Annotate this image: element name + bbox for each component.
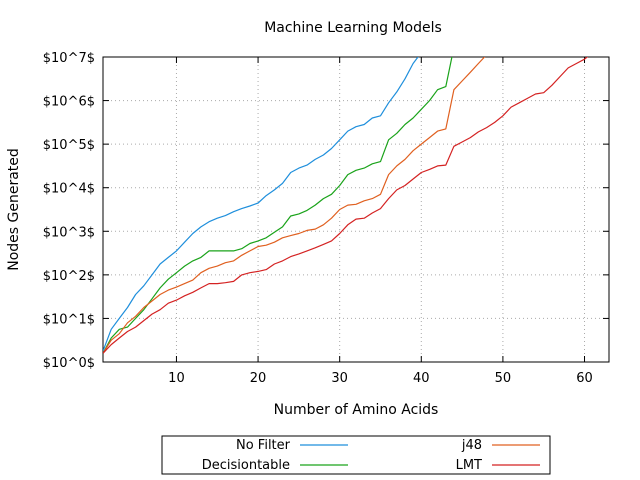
x-tick-label: 20 xyxy=(250,371,267,386)
y-tick-label: $10^7$ xyxy=(43,51,95,66)
legend-label-lmt: LMT xyxy=(456,458,482,473)
y-axis-label: Nodes Generated xyxy=(6,148,22,271)
y-tick-label: $10^5$ xyxy=(43,138,95,153)
legend: No Filter Decisiontable j48 LMT xyxy=(161,435,551,475)
x-tick-label: 50 xyxy=(495,371,512,386)
series-line-no-filter xyxy=(103,57,419,352)
x-axis-label: Number of Amino Acids xyxy=(274,402,439,418)
y-tick-label: $10^6$ xyxy=(43,95,95,110)
chart-title: Machine Learning Models xyxy=(264,20,442,36)
legend-label-decisiontable: Decisiontable xyxy=(202,458,290,473)
y-tick-label: $10^0$ xyxy=(43,356,95,371)
series-group xyxy=(103,57,589,354)
legend-label-no-filter: No Filter xyxy=(236,438,291,453)
y-axis: $10^0$ $10^1$ $10^2$ $10^3$ $10^4$ $10^5$ $10^… xyxy=(43,51,609,371)
legend-label-j48: j48 xyxy=(461,438,482,453)
x-tick-label: 30 xyxy=(331,371,348,386)
x-tick-label: 40 xyxy=(413,371,430,386)
y-tick-label: $10^1$ xyxy=(43,312,95,327)
x-axis: 10 20 30 40 50 60 xyxy=(168,57,593,386)
series-line-lmt xyxy=(103,57,589,354)
y-tick-label: $10^3$ xyxy=(43,225,95,240)
legend-box xyxy=(161,435,551,475)
y-tick-label: $10^4$ xyxy=(43,182,95,197)
grid xyxy=(103,57,609,362)
y-tick-label: $10^2$ xyxy=(43,269,95,284)
x-tick-label: 10 xyxy=(168,371,185,386)
series-line-decisiontable xyxy=(103,57,453,354)
series-line-j48 xyxy=(103,57,486,354)
x-tick-label: 60 xyxy=(576,371,593,386)
plot-frame xyxy=(102,56,610,363)
